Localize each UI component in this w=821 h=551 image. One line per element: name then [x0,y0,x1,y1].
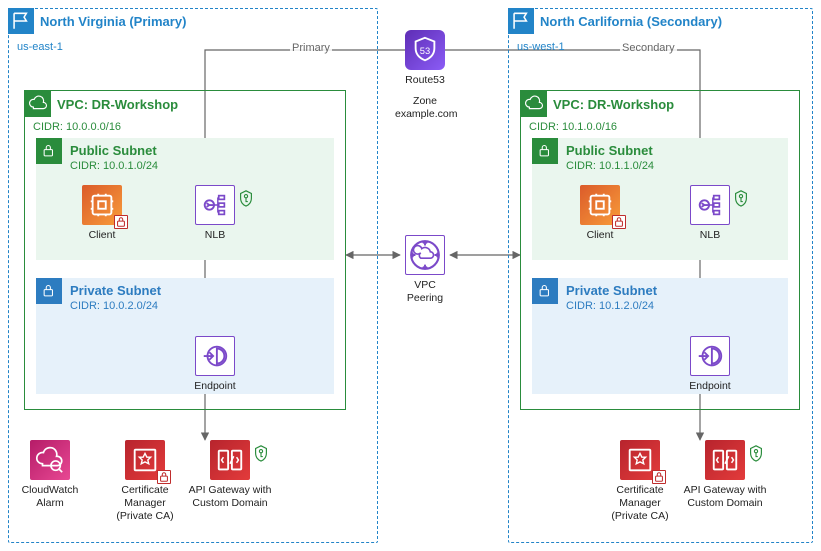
route53-icon: 53 [405,30,445,70]
secondary-endpoint-node: Endpoint [680,336,740,393]
subnet-title: Private Subnet [566,283,657,298]
secondary-nlb-node: NLB [680,185,740,242]
region-title: North Virginia (Primary) [40,14,186,29]
nlb-label: NLB [185,229,245,242]
route53-zone-label: Zone [395,95,455,108]
region-header: North Carlifornia (Secondary) [508,8,722,34]
route53-zone-value: example.com [395,108,455,121]
subnet-lock-icon [532,278,558,304]
nlb-label: NLB [680,229,740,242]
primary-acm-node: Certificate Manager (Private CA) [105,440,185,523]
endpoint-label: Endpoint [680,380,740,393]
vpc-peering-label2: Peering [395,292,455,305]
subnet-title: Public Subnet [70,143,157,158]
subnet-cidr: CIDR: 10.0.2.0/24 [70,300,158,312]
subnet-cidr: CIDR: 10.1.1.0/24 [566,160,654,172]
subnet-cidr: CIDR: 10.1.2.0/24 [566,300,654,312]
key-badge-icon [732,187,750,209]
vpc-cloud-icon [521,91,547,117]
nlb-icon [195,185,235,225]
apigw-label: API Gateway with Custom Domain [185,484,275,510]
endpoint-icon [690,336,730,376]
region-flag-icon [508,8,534,34]
vpc-header: VPC: DR-Workshop [521,91,799,117]
route53-node: 53 Route53 Zone example.com [395,30,455,121]
vpc-cidr: CIDR: 10.1.0.0/16 [529,121,617,133]
primary-nlb-node: NLB [185,185,245,242]
apigw-label: API Gateway with Custom Domain [680,484,770,510]
route53-label: Route53 [395,74,455,87]
secondary-acm-node: Certificate Manager (Private CA) [600,440,680,523]
subnet-title: Private Subnet [70,283,161,298]
cloudwatch-icon [30,440,70,480]
region-header: North Virginia (Primary) [8,8,186,34]
primary-endpoint-node: Endpoint [185,336,245,393]
secondary-client-node: Client [570,185,630,242]
key-badge-icon [237,187,255,209]
private-subnet-secondary: Private Subnet CIDR: 10.1.2.0/24 [532,278,788,394]
lock-badge-icon [114,215,128,229]
vpc-peering-icon [405,235,445,275]
acm-label: Certificate Manager (Private CA) [600,484,680,523]
secondary-apigw-node: API Gateway with Custom Domain [680,440,770,510]
primary-client-node: Client [72,185,132,242]
primary-cloudwatch-node: CloudWatch Alarm [20,440,80,510]
subnet-title: Public Subnet [566,143,653,158]
subnet-cidr: CIDR: 10.0.1.0/24 [70,160,158,172]
vpc-header: VPC: DR-Workshop [25,91,345,117]
nlb-icon [690,185,730,225]
vpc-cloud-icon [25,91,51,117]
vpc-title: VPC: DR-Workshop [553,97,674,112]
client-label: Client [570,229,630,242]
connector-label: Primary [290,42,332,54]
vpc-peering-node: VPC Peering [395,235,455,305]
subnet-lock-icon [36,138,62,164]
subnet-lock-icon [36,278,62,304]
lock-badge-icon [157,470,171,484]
region-title: North Carlifornia (Secondary) [540,14,722,29]
region-code: us-east-1 [17,41,63,53]
region-code: us-west-1 [517,41,565,53]
key-badge-icon [252,442,270,464]
acm-label: Certificate Manager (Private CA) [105,484,185,523]
endpoint-label: Endpoint [185,380,245,393]
vpc-peering-label1: VPC [395,279,455,292]
vpc-cidr: CIDR: 10.0.0.0/16 [33,121,121,133]
apigw-icon [705,440,745,480]
vpc-title: VPC: DR-Workshop [57,97,178,112]
connector-label: Secondary [620,42,677,54]
subnet-lock-icon [532,138,558,164]
primary-apigw-node: API Gateway with Custom Domain [185,440,275,510]
lock-badge-icon [612,215,626,229]
apigw-icon [210,440,250,480]
key-badge-icon [747,442,765,464]
endpoint-icon [195,336,235,376]
lock-badge-icon [652,470,666,484]
cloudwatch-label: CloudWatch Alarm [20,484,80,510]
svg-text:53: 53 [420,46,430,56]
region-flag-icon [8,8,34,34]
client-label: Client [72,229,132,242]
